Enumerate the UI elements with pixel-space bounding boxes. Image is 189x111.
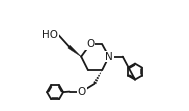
Text: N: N — [105, 52, 113, 62]
Polygon shape — [68, 45, 81, 57]
Text: O: O — [86, 39, 94, 49]
Text: HO: HO — [42, 30, 58, 40]
Text: O: O — [78, 87, 86, 97]
